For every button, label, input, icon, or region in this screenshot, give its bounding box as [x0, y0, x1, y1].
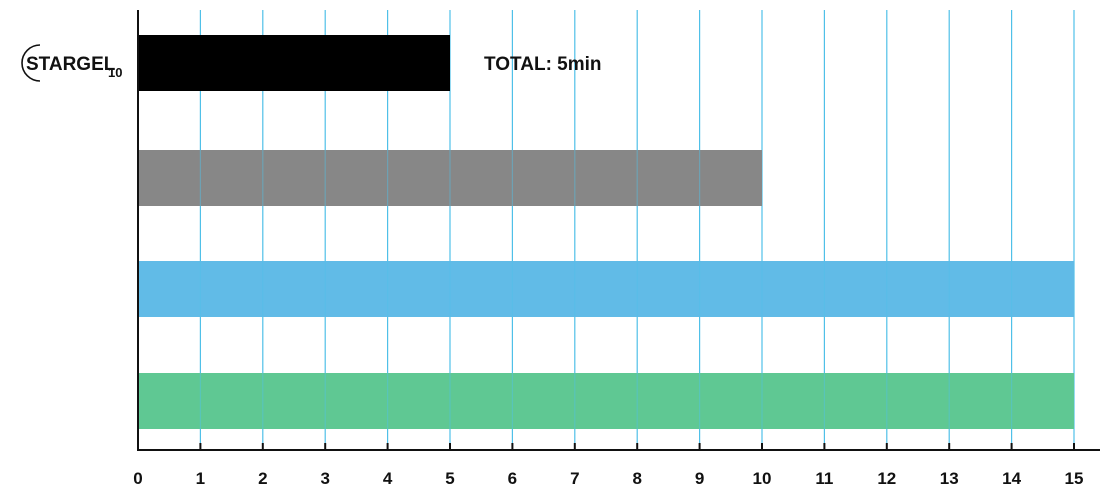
- bar-1: [138, 35, 450, 91]
- bar-annotation-1: TOTAL: 5min: [484, 54, 602, 75]
- bar-3: [138, 261, 1074, 317]
- x-tick-label-14: 14: [1002, 469, 1021, 488]
- x-tick-label-6: 6: [508, 469, 517, 488]
- category-brand-text: STARGEL: [26, 54, 116, 75]
- bar-2: [138, 150, 762, 206]
- x-tick-label-7: 7: [570, 469, 579, 488]
- annotations: TOTAL: 5min: [484, 54, 602, 75]
- x-tick-label-2: 2: [258, 469, 267, 488]
- brand-swoosh-icon: [21, 44, 41, 82]
- x-tick-label-12: 12: [877, 469, 896, 488]
- bar-4: [138, 373, 1074, 429]
- bars: [138, 35, 1074, 429]
- x-tick-label-11: 11: [815, 469, 833, 488]
- x-tick-label-0: 0: [133, 469, 142, 488]
- x-tick-label-1: 1: [196, 469, 205, 488]
- x-tick-label-8: 8: [632, 469, 641, 488]
- x-tick-label-3: 3: [320, 469, 329, 488]
- x-tick-label-15: 15: [1065, 469, 1084, 488]
- x-tick-label-5: 5: [445, 469, 454, 488]
- x-tick-label-13: 13: [940, 469, 959, 488]
- x-tick-label-9: 9: [695, 469, 704, 488]
- category-brand-subscript: 10: [108, 65, 122, 80]
- x-tick-label-4: 4: [383, 469, 393, 488]
- x-tick-label-10: 10: [753, 469, 772, 488]
- x-axis: 0 1 2 3 4 5 6 7 8 9 10 11 12 13 14 15: [133, 10, 1100, 488]
